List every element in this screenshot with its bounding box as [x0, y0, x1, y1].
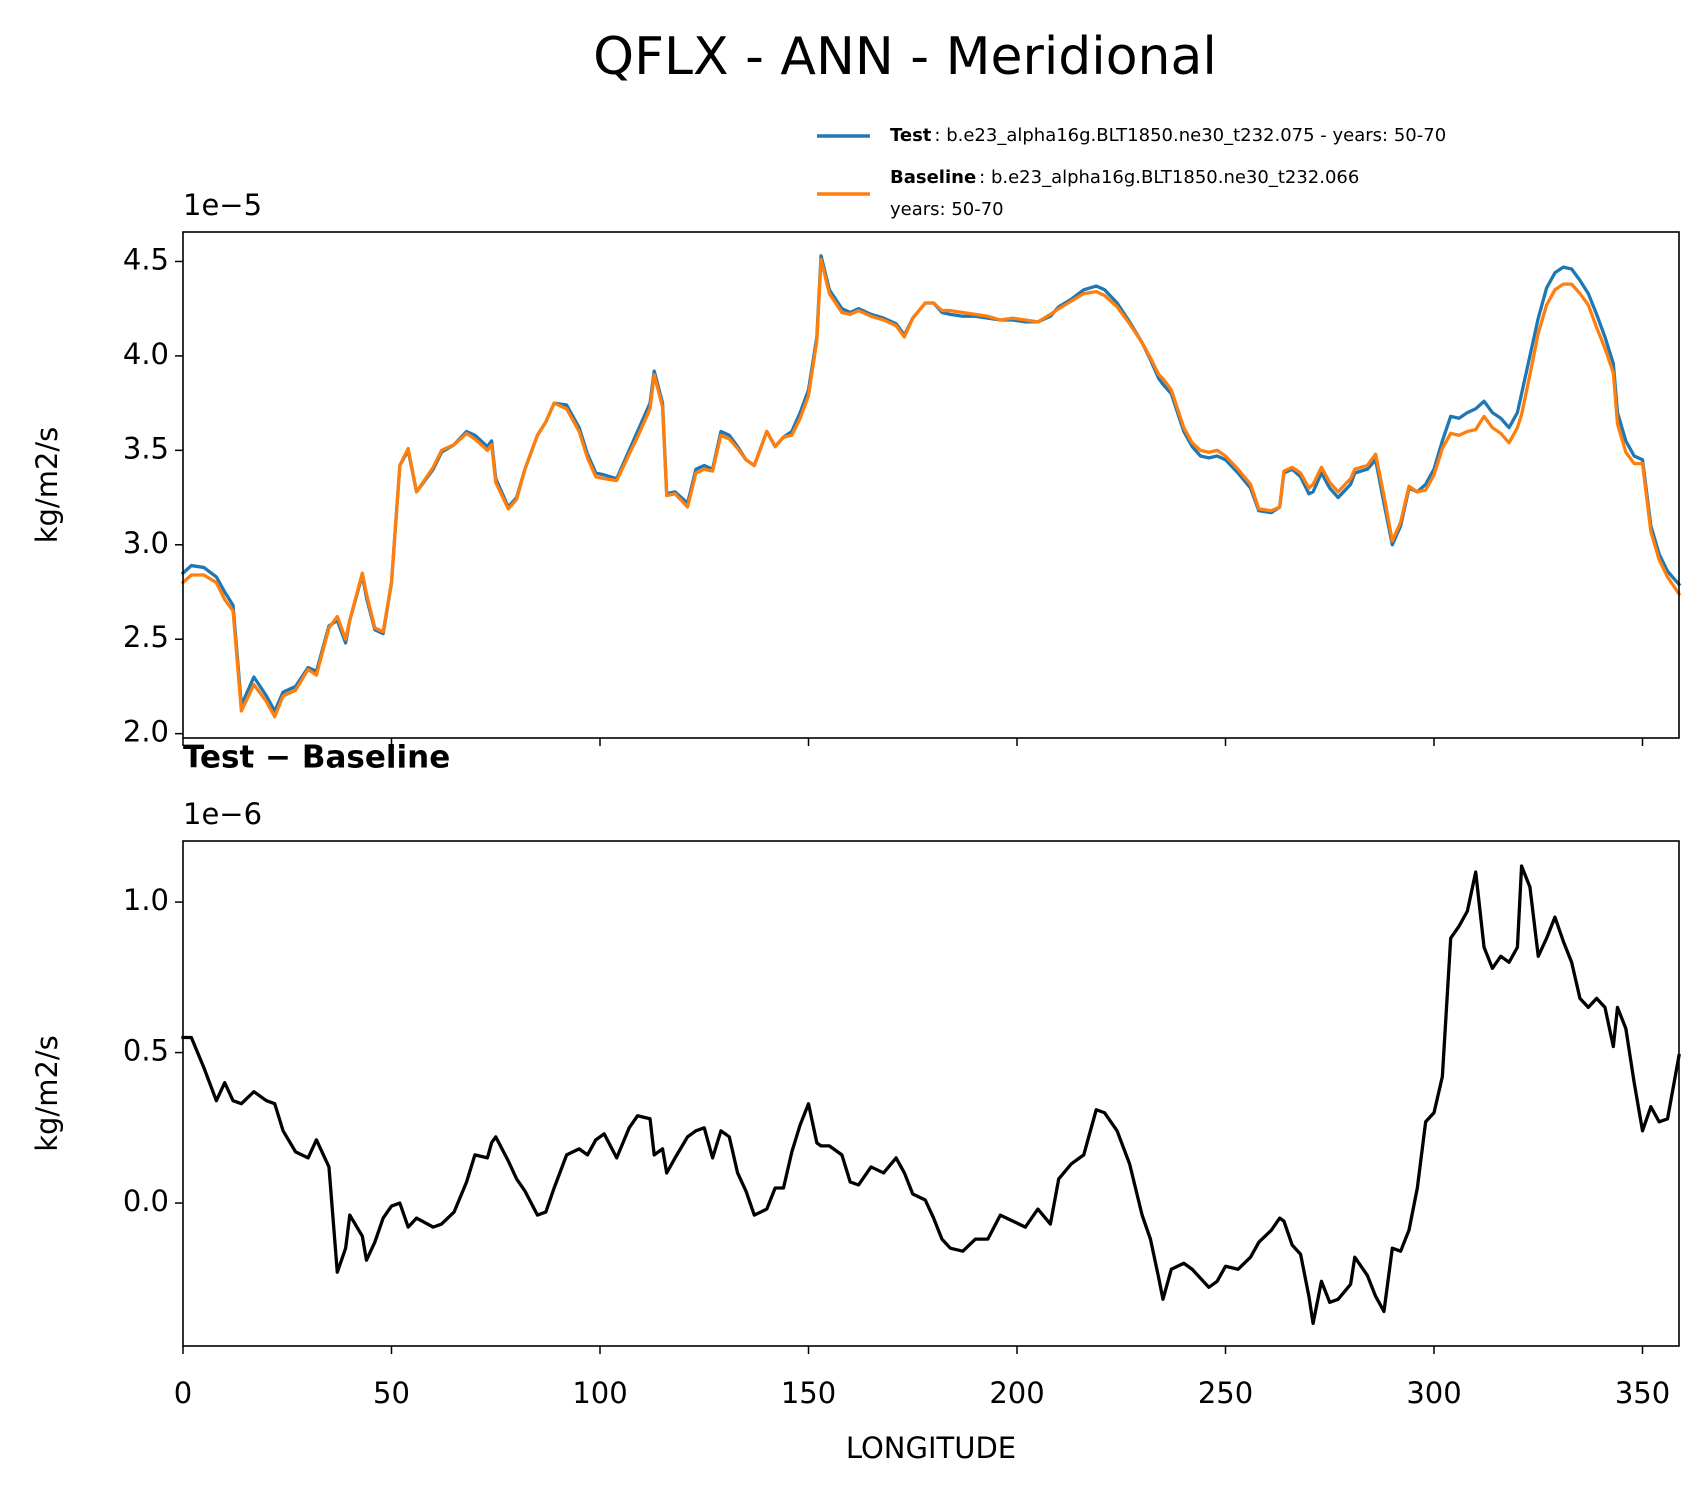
x-axis-label: LONGITUDE: [846, 1431, 1016, 1465]
y-tick-label: 2.0: [123, 715, 169, 749]
subplot-title: Test − Baseline: [183, 740, 450, 776]
axes-frame: [182, 840, 1680, 1347]
x-tick-label: 200: [989, 1376, 1044, 1410]
legend-name: Test: [890, 125, 932, 146]
figure-title: QFLX - ANN - Meridional: [593, 27, 1217, 87]
axes-frame: [182, 231, 1680, 739]
y-tick-label: 3.0: [123, 526, 169, 560]
y-axis-label: kg/m2/s: [30, 427, 64, 544]
data-line: [181, 864, 1681, 1326]
legend-entry: Baseline: b.e23_alpha16g.BLT1850.ne30_t2…: [890, 167, 1359, 188]
y-tick-label: 2.5: [123, 620, 169, 654]
y-tick-label: 3.5: [123, 431, 169, 465]
x-tick-label: 350: [1615, 1376, 1670, 1410]
legend-description: years: 50-70: [890, 199, 1004, 220]
y-axis-label: kg/m2/s: [30, 1035, 64, 1152]
x-tick-label: 0: [174, 1376, 192, 1410]
legend-name: Baseline: [890, 167, 976, 188]
y-tick-label: 1.0: [123, 883, 169, 917]
x-tick-label: 100: [572, 1376, 627, 1410]
legend-description: : b.e23_alpha16g.BLT1850.ne30_t232.075 -…: [934, 125, 1446, 146]
legend-entry: Test: b.e23_alpha16g.BLT1850.ne30_t232.0…: [890, 125, 1446, 146]
legend-entry: years: 50-70: [890, 199, 1004, 220]
y-tick-label: 0.5: [123, 1034, 169, 1068]
x-tick-label: 50: [373, 1376, 410, 1410]
y-tick-label: 4.5: [123, 242, 169, 276]
offset-label: 1e−5: [183, 188, 262, 222]
x-tick-label: 300: [1406, 1376, 1461, 1410]
x-tick-label: 150: [781, 1376, 836, 1410]
legend-description: : b.e23_alpha16g.BLT1850.ne30_t232.066: [979, 167, 1359, 188]
y-tick-label: 4.0: [123, 337, 169, 371]
offset-label: 1e−6: [183, 797, 262, 831]
y-tick-label: 0.0: [123, 1184, 169, 1218]
x-tick-label: 250: [1198, 1376, 1253, 1410]
data-line: [180, 257, 1682, 719]
